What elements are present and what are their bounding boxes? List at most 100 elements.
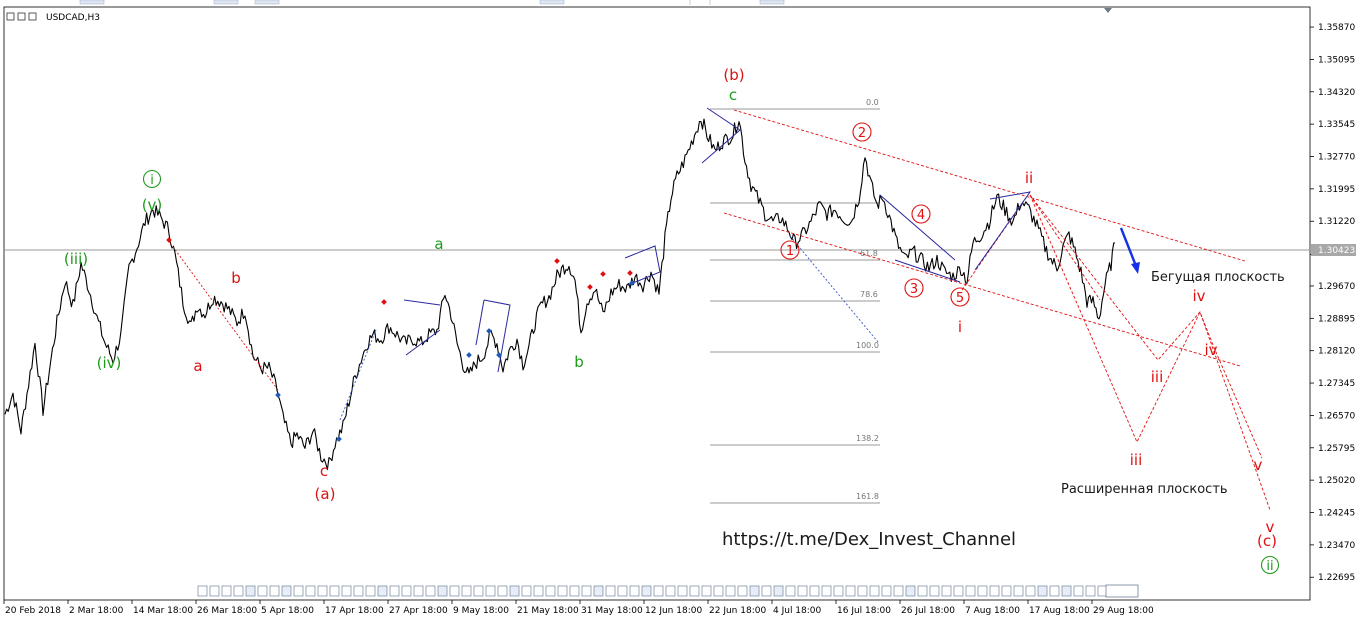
time-tick-label: 9 May 18:00 — [453, 606, 509, 616]
scroll-chip — [701, 585, 712, 597]
blue-patterns[interactable] — [403, 107, 1032, 373]
scroll-chip — [305, 585, 316, 597]
scroll-chip — [329, 585, 340, 597]
scroll-chip — [425, 585, 436, 597]
wave-label-green-iii: (iii) — [64, 250, 88, 268]
scroll-chip — [725, 585, 736, 597]
time-axis: 20 Feb 2018 2 Mar 18:00 14 Mar 18:00 26 Mar… — [3, 600, 1154, 616]
fib-label-0: 0.0 — [866, 98, 879, 107]
chart-shift-icon[interactable] — [1104, 8, 1112, 13]
time-tick-label: 7 Aug 18:00 — [965, 606, 1020, 616]
marker-diamond — [275, 392, 281, 398]
scroll-chip — [341, 585, 352, 597]
marker-diamond — [629, 280, 635, 286]
scroll-chip — [905, 585, 916, 597]
running-flat-label: Бегущая плоскость — [1151, 270, 1285, 285]
current-price-value: 1.30423 — [1318, 246, 1355, 256]
time-tick-label: 22 Jun 18:00 — [709, 606, 766, 616]
scroll-chip — [953, 585, 964, 597]
history-scroll-bar[interactable] — [197, 584, 1139, 598]
scroll-chip — [581, 585, 592, 597]
wave-label-green-iv: (iv) — [97, 354, 122, 372]
wave-label-red-iii-lower: iii — [1130, 451, 1143, 469]
time-tick-label: 2 Mar 18:00 — [69, 606, 124, 616]
scroll-chip — [845, 585, 856, 597]
scroll-chip — [509, 585, 520, 597]
signal-markers — [166, 237, 635, 442]
scroll-chip — [269, 585, 280, 597]
scroll-chip — [809, 585, 820, 597]
scroll-chip — [629, 585, 640, 597]
channel-link[interactable]: https://t.me/Dex_Invest_Channel — [722, 529, 1016, 550]
marker-diamond — [600, 271, 606, 277]
wave-label-red-2: 2 — [858, 126, 866, 141]
scroll-chip — [869, 585, 880, 597]
pattern-line-1 — [405, 329, 441, 356]
scroll-end-chip[interactable] — [1105, 584, 1139, 598]
scroll-chip — [605, 585, 616, 597]
wave-labels-green: i (v) (iii) (iv) a b c ii — [64, 86, 1280, 575]
scroll-chip — [653, 585, 664, 597]
window-restore-icon[interactable] — [17, 12, 26, 21]
price-tick-label: 1.25795 — [1318, 444, 1355, 454]
scroll-chip — [1037, 585, 1048, 597]
fibonacci-extension[interactable]: 0.0 61.8 78.6 100.0 138.2 161.8 — [710, 98, 880, 504]
scroll-chip — [257, 585, 268, 597]
window-close-icon[interactable] — [28, 12, 37, 21]
time-tick-label: 26 Jul 18:00 — [901, 606, 955, 616]
wave-label-red-ii: ii — [1025, 169, 1033, 187]
pattern-line-2 — [403, 299, 441, 306]
wave-label-red-v-upper: v — [1254, 456, 1263, 474]
scroll-chip — [293, 585, 304, 597]
scroll-chip — [749, 585, 760, 597]
marker-diamond — [554, 258, 560, 264]
fib-label-138: 138.2 — [856, 434, 879, 443]
symbol-title: USDCAD,H3 — [46, 13, 100, 23]
scroll-chip — [1085, 585, 1096, 597]
scroll-chip — [641, 585, 652, 597]
scroll-chip — [521, 585, 532, 597]
scroll-chip — [617, 585, 628, 597]
scroll-chip — [197, 585, 208, 597]
scroll-chip — [317, 585, 328, 597]
window-minimize-icon[interactable] — [6, 12, 15, 21]
direction-arrow — [1119, 227, 1140, 274]
scroll-chip — [569, 585, 580, 597]
scroll-chip — [221, 585, 232, 597]
wave-label-green-a: a — [434, 235, 443, 253]
wave-circle-red-1 — [780, 240, 800, 260]
marker-diamond — [627, 270, 633, 276]
pattern-line-6 — [701, 107, 741, 164]
price-tick-label: 1.25020 — [1318, 476, 1355, 486]
fib-label-161: 161.8 — [856, 492, 879, 501]
scroll-chip — [545, 585, 556, 597]
scroll-chip — [821, 585, 832, 597]
wave-circle-red-4 — [911, 204, 931, 224]
wave-label-green-i: i — [150, 173, 154, 188]
time-tick-label: 17 Apr 18:00 — [325, 606, 384, 616]
marker-diamond — [336, 436, 342, 442]
wave-label-red-4: 4 — [917, 208, 925, 223]
marker-diamond — [166, 237, 172, 243]
fib-label-78: 78.6 — [860, 290, 878, 299]
wave-label-red-i: i — [958, 318, 962, 336]
scroll-chip — [1025, 585, 1036, 597]
trend-line-red-ii — [1029, 194, 1101, 301]
wave-circle-red-5 — [950, 287, 970, 307]
pattern-line-4 — [475, 299, 485, 346]
wave-label-red-5: 5 — [956, 291, 964, 306]
wave-label-green-b: b — [574, 353, 584, 371]
scroll-chip — [485, 585, 496, 597]
scroll-chip — [1061, 585, 1072, 597]
expanded-flat-label: Расширенная плоскость — [1061, 482, 1228, 497]
price-tick-label: 1.22695 — [1318, 573, 1355, 583]
scroll-chip — [233, 585, 244, 597]
scroll-chip — [593, 585, 604, 597]
trend-lines[interactable] — [167, 109, 1271, 511]
time-tick-label: 27 Apr 18:00 — [389, 606, 448, 616]
scroll-chip — [857, 585, 868, 597]
price-tick-label: 1.28120 — [1318, 347, 1355, 357]
price-tick-label: 1.34320 — [1318, 88, 1355, 98]
scroll-chip — [677, 585, 688, 597]
